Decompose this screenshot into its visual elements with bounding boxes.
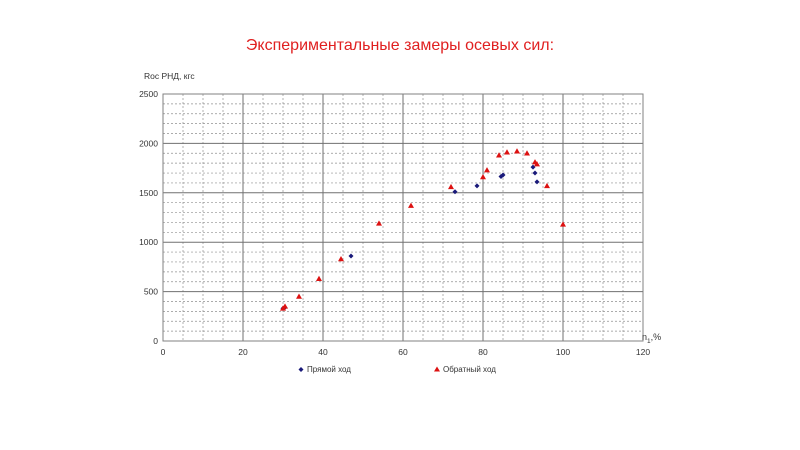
data-point-obratny-hod [376, 220, 382, 226]
data-point-obratny-hod [484, 167, 490, 173]
data-point-pryamoy-hod [532, 170, 538, 176]
data-points [280, 148, 566, 311]
data-point-pryamoy-hod [452, 189, 458, 195]
y-tick-label: 1000 [139, 237, 158, 247]
data-point-pryamoy-hod [530, 164, 536, 170]
data-point-obratny-hod [448, 183, 454, 190]
plot-area [162, 93, 644, 342]
x-tick-label: 40 [318, 347, 328, 357]
major-gridlines [163, 94, 643, 341]
legend: Прямой ход Обратный ход [298, 365, 496, 374]
x-tick-label: 120 [636, 347, 650, 357]
data-point-obratny-hod [282, 303, 288, 309]
data-point-obratny-hod [496, 152, 502, 158]
data-point-obratny-hod [296, 293, 302, 299]
data-point-obratny-hod [408, 202, 414, 208]
data-point-obratny-hod [544, 182, 550, 189]
x-tick-label: 100 [556, 347, 570, 357]
data-point-obratny-hod [504, 149, 510, 155]
x-tick-label: 60 [398, 347, 408, 357]
data-point-pryamoy-hod [348, 253, 354, 259]
y-axis-ticks: 0 500 1000 1500 2000 2500 [139, 89, 158, 346]
y-tick-label: 1500 [139, 188, 158, 198]
legend-marker-pryamoy-hod [298, 367, 304, 372]
x-axis-label: n1,% [642, 332, 661, 345]
legend-label-obratny-hod: Обратный ход [443, 365, 496, 374]
x-axis-ticks: 0 20 40 60 80 100 120 [161, 347, 651, 357]
legend-label-pryamoy-hod: Прямой ход [307, 365, 351, 374]
data-point-obratny-hod [534, 161, 540, 167]
x-tick-label: 80 [478, 347, 488, 357]
data-point-obratny-hod [316, 275, 322, 282]
x-tick-label: 0 [161, 347, 166, 357]
y-axis-label: Roc РНД, кгс [144, 71, 195, 81]
y-tick-label: 2000 [139, 138, 158, 148]
x-tick-label: 20 [238, 347, 248, 357]
data-point-obratny-hod [514, 148, 520, 154]
data-point-obratny-hod [524, 150, 530, 156]
slide-title: Экспериментальные замеры осевых сил: [245, 37, 555, 54]
y-tick-label: 2500 [139, 89, 158, 99]
data-point-obratny-hod [338, 255, 344, 262]
data-point-pryamoy-hod [534, 179, 540, 185]
data-point-pryamoy-hod [500, 172, 506, 178]
legend-marker-obratny-hod [434, 366, 440, 372]
y-tick-label: 0 [153, 336, 158, 346]
y-tick-label: 500 [144, 287, 158, 297]
data-point-obratny-hod [560, 221, 566, 227]
data-point-pryamoy-hod [474, 183, 480, 189]
data-point-obratny-hod [480, 173, 486, 180]
